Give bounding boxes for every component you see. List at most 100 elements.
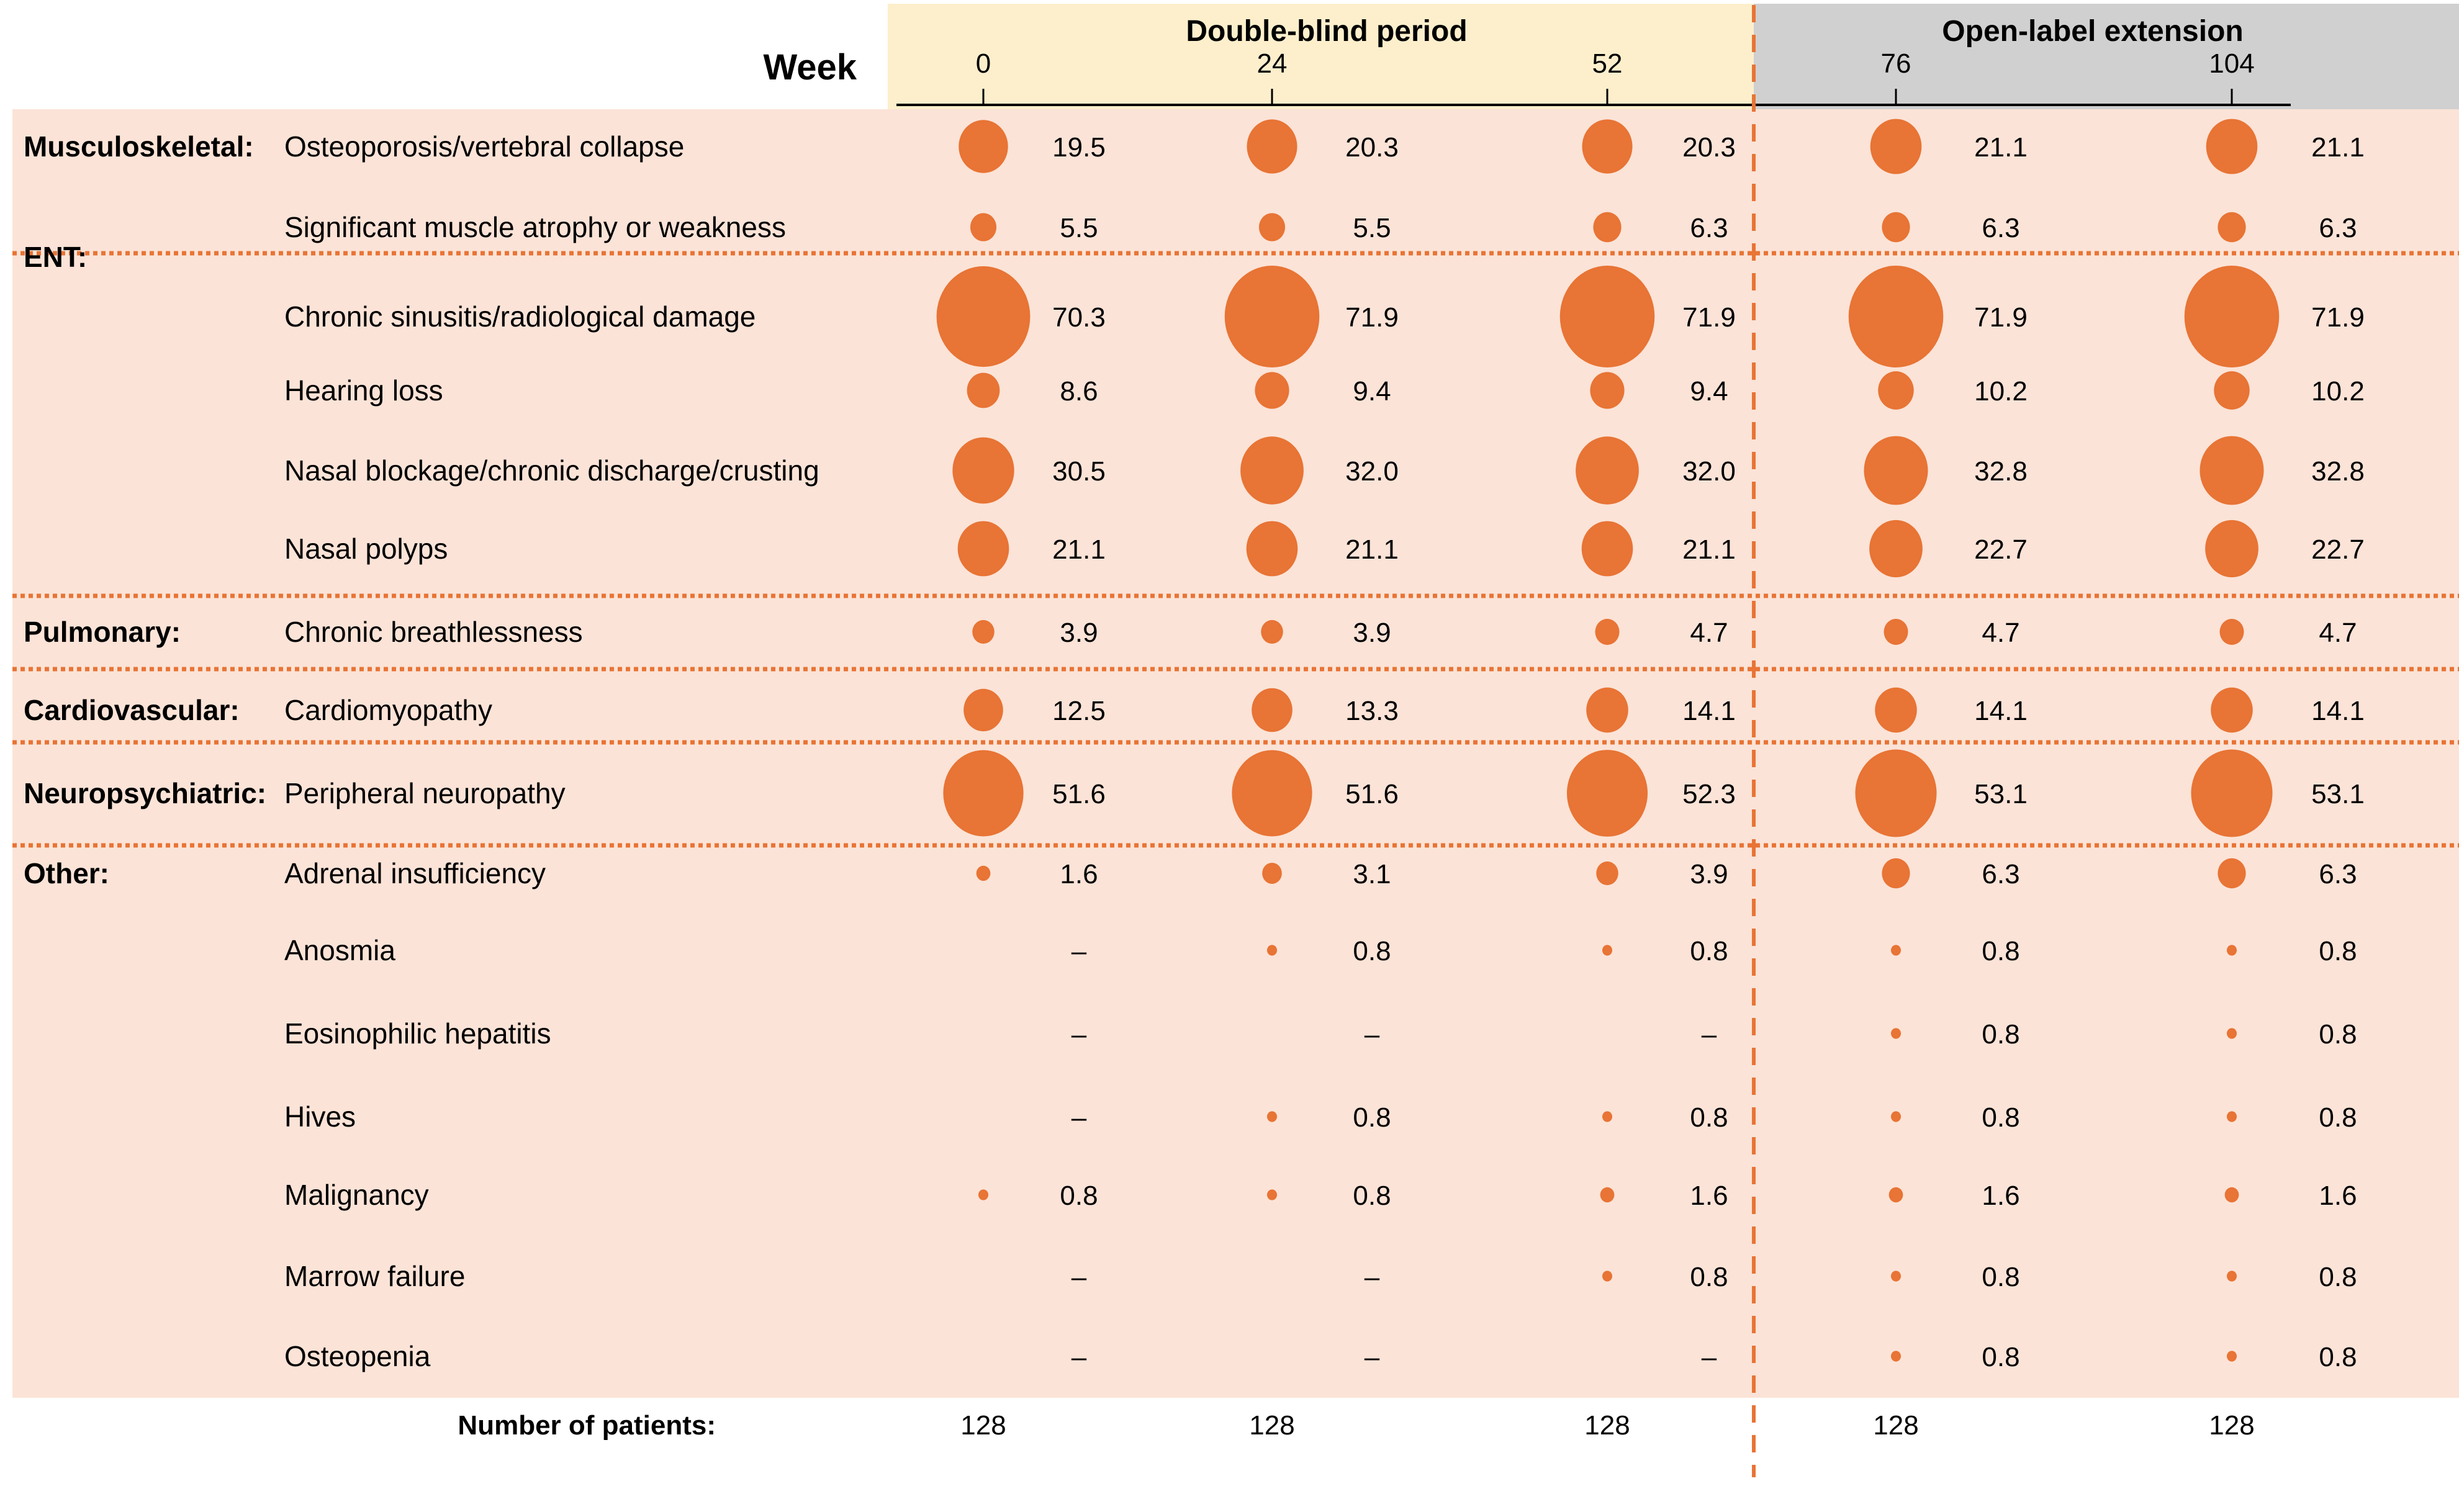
value-label: 10.2: [1974, 376, 2028, 407]
bubble: [952, 437, 1014, 504]
axis-layer: Week Double-blind period Open-label exten…: [764, 15, 2291, 106]
bubble: [2205, 520, 2258, 578]
bubble: [1600, 1187, 1615, 1203]
bubble: [976, 865, 991, 881]
value-label: 6.3: [1690, 213, 1728, 243]
bubble: [1593, 212, 1622, 243]
bubble: [1890, 1271, 1902, 1282]
value-label: 71.9: [1345, 302, 1399, 333]
value-label: 32.8: [2311, 456, 2365, 487]
bubble: [1890, 1351, 1902, 1362]
bubble: [2226, 1351, 2237, 1362]
bubble: [936, 266, 1031, 367]
row-label: Adrenal insufficiency: [284, 857, 546, 889]
value-label: 3.9: [1690, 859, 1728, 889]
bubble: [1884, 619, 1908, 645]
value-label: 1.6: [1982, 1181, 2019, 1211]
category-label: Neuropsychiatric:: [24, 777, 266, 809]
patients-count: 128: [1584, 1410, 1630, 1441]
row-label: Hearing loss: [284, 374, 443, 407]
bubble: [1882, 212, 1910, 243]
value-label: 4.7: [1982, 618, 2019, 648]
bubble: [1261, 619, 1283, 644]
bubble: [2218, 212, 2246, 243]
bubble: [970, 213, 997, 241]
value-label: –: [1072, 1102, 1087, 1133]
bubble: [1875, 687, 1917, 733]
value-label: 21.1: [1052, 534, 1106, 565]
value-label: 0.8: [1353, 1102, 1391, 1133]
bubble: [1262, 862, 1282, 884]
value-label: 3.9: [1353, 618, 1391, 648]
value-label: 71.9: [1974, 302, 2028, 333]
bubble: [1246, 521, 1298, 577]
bubble: [2226, 945, 2237, 956]
value-label: –: [1702, 1019, 1717, 1050]
value-label: 0.8: [1060, 1181, 1098, 1211]
category-label: Other:: [24, 857, 109, 889]
value-label: –: [1365, 1342, 1380, 1372]
bubble: [2214, 371, 2250, 410]
value-label: 5.5: [1353, 213, 1391, 243]
bubble: [1590, 372, 1625, 409]
value-label: 4.7: [2319, 618, 2357, 648]
x-tick-label: 52: [1592, 48, 1623, 79]
x-tick-label: 24: [1257, 48, 1288, 79]
value-label: 9.4: [1690, 376, 1728, 407]
patients-count: 128: [1249, 1410, 1294, 1441]
bubble: [1855, 749, 1937, 837]
value-labels: 19.5 20.3 20.3 21.1 21.1 5.5 5.5 6.3 6.3 6.3 70.3 7…: [1052, 132, 2365, 1372]
value-label: 1.6: [1060, 859, 1098, 889]
value-label: –: [1365, 1019, 1380, 1050]
bubble: [1602, 1271, 1613, 1282]
bubble: [1602, 945, 1613, 956]
value-label: 9.4: [1353, 376, 1391, 407]
week-axis-label: Week: [764, 47, 857, 88]
value-label: 0.8: [2319, 1102, 2357, 1133]
x-tick-label: 104: [2209, 48, 2254, 79]
category-label: Musculoskeletal:: [24, 130, 254, 163]
value-label: 32.8: [1974, 456, 2028, 487]
bubble: [1869, 520, 1923, 578]
period-title: Open-label extension: [1942, 15, 2243, 48]
value-label: 6.3: [1982, 859, 2019, 889]
bubble: [2218, 858, 2246, 889]
value-label: 1.6: [1690, 1181, 1728, 1211]
row-label: Significant muscle atrophy or weakness: [284, 211, 786, 243]
row-label: Nasal blockage/chronic discharge/crustin…: [284, 454, 819, 487]
value-label: 0.8: [1353, 936, 1391, 966]
bubble: [957, 521, 1009, 577]
value-label: 0.8: [2319, 1262, 2357, 1292]
value-label: –: [1072, 1262, 1087, 1292]
bubble: [1266, 1189, 1278, 1200]
bubble: [1882, 858, 1910, 889]
value-label: 0.8: [1690, 1102, 1728, 1133]
value-label: 0.8: [2319, 936, 2357, 966]
value-label: 0.8: [1982, 1102, 2019, 1133]
period-title: Double-blind period: [1186, 15, 1467, 48]
value-label: 14.1: [1974, 696, 2028, 726]
bubble: [1266, 945, 1278, 956]
bubble: [1890, 1028, 1902, 1039]
bubble: [1890, 1111, 1902, 1122]
bubble: [2219, 619, 2244, 645]
category-label: Cardiovascular:: [24, 694, 240, 726]
value-label: 0.8: [1982, 1262, 2019, 1292]
value-label: 21.1: [2311, 132, 2365, 163]
value-label: 0.8: [1690, 936, 1728, 966]
value-label: 21.1: [1974, 132, 2028, 163]
bubble: [1247, 119, 1297, 174]
header-band-open-label: [1754, 4, 2459, 110]
bubble: [1848, 266, 1944, 367]
patients-count: 128: [1873, 1410, 1918, 1441]
value-label: 4.7: [1690, 618, 1728, 648]
value-label: –: [1072, 936, 1087, 966]
value-label: 3.1: [1353, 859, 1391, 889]
value-label: 70.3: [1052, 302, 1106, 333]
value-label: 19.5: [1052, 132, 1106, 163]
bubble: [2184, 266, 2280, 367]
category-label: ENT:: [24, 241, 87, 273]
row-label: Anosmia: [284, 934, 395, 966]
bubble: [2206, 119, 2258, 174]
